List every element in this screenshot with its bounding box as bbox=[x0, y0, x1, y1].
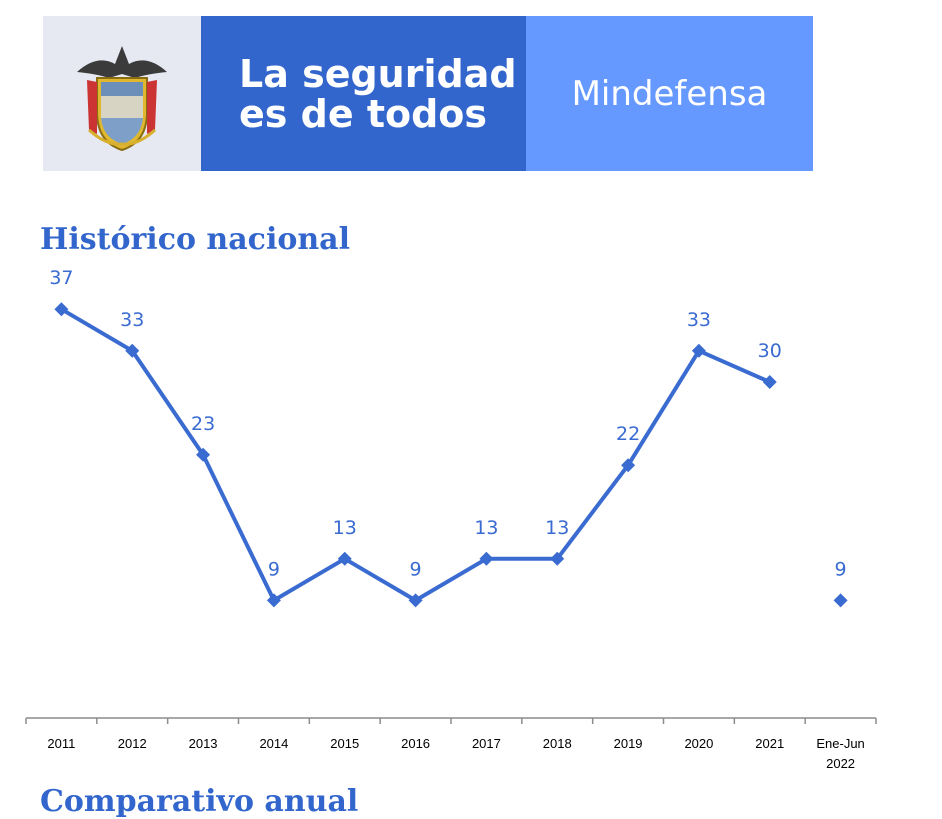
data-point-marker bbox=[337, 551, 352, 566]
crest-panel bbox=[43, 16, 201, 171]
x-tick-label-line: 2012 bbox=[118, 736, 147, 751]
data-label: 33 bbox=[120, 309, 144, 331]
x-tick-label: 2021 bbox=[755, 736, 784, 751]
data-point-marker bbox=[408, 593, 423, 608]
data-label: 22 bbox=[616, 423, 640, 445]
x-tick-label-line: 2021 bbox=[755, 736, 784, 751]
colombia-coat-of-arms-icon bbox=[77, 45, 167, 151]
data-point-marker bbox=[762, 375, 777, 389]
x-tick-label: 2011 bbox=[47, 736, 75, 751]
section-title: Histórico nacional bbox=[40, 222, 350, 257]
x-tick-label: 2016 bbox=[401, 736, 430, 751]
x-tick-label-line: 2014 bbox=[259, 736, 288, 751]
data-label: 9 bbox=[268, 558, 280, 580]
x-tick-label-line: 2016 bbox=[401, 736, 430, 751]
data-point-marker bbox=[833, 593, 848, 608]
header-banner: La seguridad es de todos Mindefensa bbox=[43, 16, 813, 171]
data-label: 9 bbox=[410, 558, 422, 580]
slogan-panel: La seguridad es de todos bbox=[201, 16, 526, 171]
data-point-marker bbox=[54, 302, 69, 317]
series-line bbox=[60, 307, 771, 603]
data-label: 9 bbox=[835, 558, 847, 580]
x-tick-label-line: 2013 bbox=[189, 736, 218, 751]
x-tick-label-line: Ene-Jun bbox=[816, 736, 864, 751]
x-tick-label-line: 2019 bbox=[614, 736, 643, 751]
data-point-marker bbox=[196, 447, 211, 462]
line-chart: 37 33 23 9 13 9 13 13 22 33 30 9 2011 2012 2013 2014 201… bbox=[25, 267, 877, 771]
x-tick-label: 2015 bbox=[330, 736, 359, 751]
data-point-marker bbox=[125, 343, 140, 358]
x-tick-label: Ene-Jun 2022 bbox=[816, 736, 864, 771]
slogan-line-1: La seguridad bbox=[239, 51, 517, 96]
x-tick-label: 2017 bbox=[472, 736, 501, 751]
x-tick-label-line: 2020 bbox=[684, 736, 713, 751]
data-label: 13 bbox=[474, 517, 498, 539]
x-tick-label: 2012 bbox=[118, 736, 147, 751]
x-tick-label: 2020 bbox=[684, 736, 713, 751]
data-label: 33 bbox=[687, 309, 711, 331]
data-label: 13 bbox=[333, 517, 357, 539]
x-tick-label: 2018 bbox=[543, 736, 572, 751]
data-label: 13 bbox=[545, 517, 569, 539]
data-label: 23 bbox=[191, 413, 215, 435]
data-label: 30 bbox=[758, 340, 782, 362]
x-tick-label: 2013 bbox=[189, 736, 218, 751]
x-tick-label: 2014 bbox=[259, 736, 288, 751]
x-tick-label-line: 2022 bbox=[826, 756, 855, 771]
x-tick-label-line: 2015 bbox=[330, 736, 359, 751]
slogan-line-2: es de todos bbox=[239, 91, 488, 136]
data-point-marker bbox=[479, 551, 494, 566]
x-tick-label: 2019 bbox=[614, 736, 643, 751]
next-section-title: Comparativo anual bbox=[40, 784, 359, 819]
x-tick-label-line: 2017 bbox=[472, 736, 501, 751]
data-point-marker bbox=[621, 458, 636, 473]
data-point-marker bbox=[266, 593, 281, 608]
data-point-marker bbox=[691, 343, 706, 358]
x-tick-label-line: 2018 bbox=[543, 736, 572, 751]
ministry-name: Mindefensa bbox=[526, 16, 813, 171]
data-label: 37 bbox=[49, 267, 73, 289]
data-point-marker bbox=[550, 551, 565, 566]
x-tick-label-line: 2011 bbox=[47, 736, 75, 751]
